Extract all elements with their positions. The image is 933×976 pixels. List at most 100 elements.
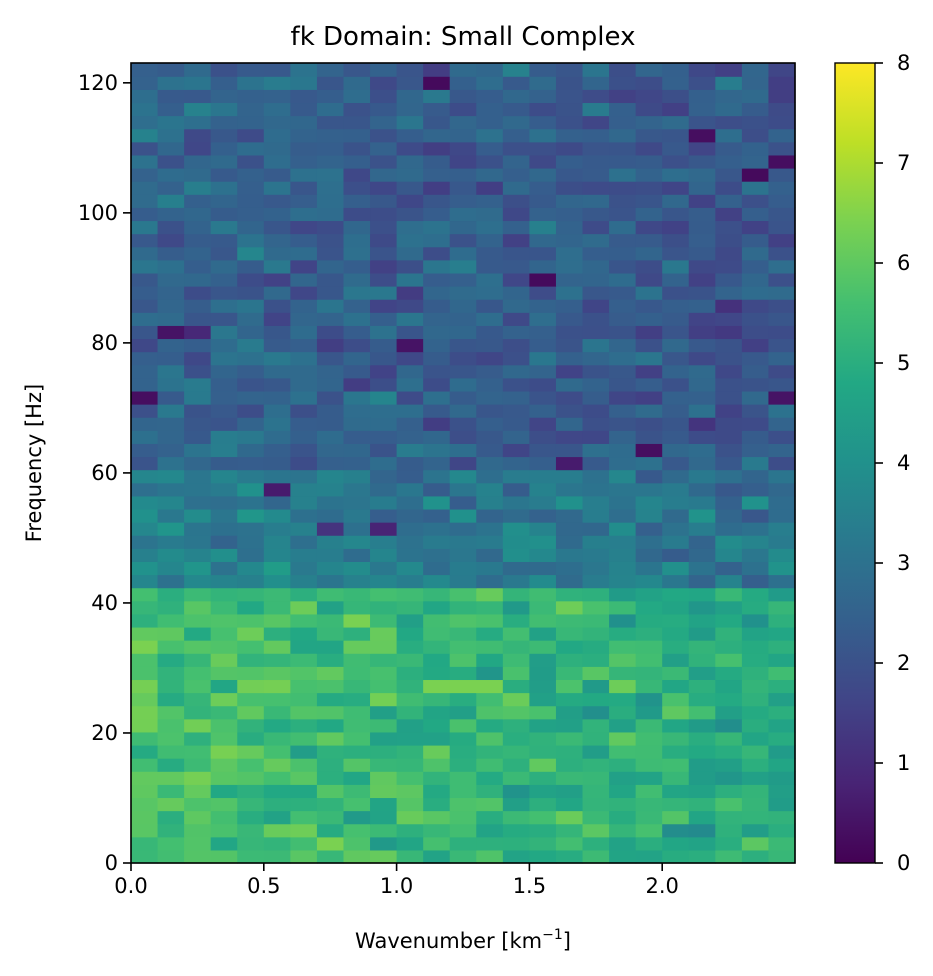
heatmap-cell (343, 613, 371, 628)
heatmap-cell (370, 154, 398, 169)
heatmap-cell (768, 443, 796, 458)
heatmap-cell (316, 849, 345, 864)
heatmap-cell (609, 731, 637, 746)
heatmap (131, 63, 796, 864)
heatmap-cell (423, 535, 451, 549)
heatmap-cell (582, 495, 610, 510)
heatmap-cell (263, 561, 291, 576)
heatmap-cell (184, 758, 212, 772)
heatmap-cell (316, 430, 345, 444)
heatmap-cell (609, 666, 637, 681)
heatmap-cell (662, 63, 690, 77)
heatmap-cell (370, 404, 398, 418)
heatmap-cell (131, 141, 159, 156)
heatmap-cell (131, 613, 159, 628)
heatmap-cell (290, 115, 318, 130)
heatmap-cell (423, 495, 451, 510)
heatmap-cell (316, 115, 345, 130)
heatmap-cell (529, 784, 557, 799)
heatmap-cell (343, 89, 371, 104)
heatmap-cell (316, 325, 345, 340)
heatmap-cell (662, 115, 690, 130)
heatmap-cell (290, 535, 318, 549)
heatmap-cell (555, 430, 584, 444)
heatmap-cell (688, 89, 716, 104)
heatmap-cell (396, 76, 424, 90)
heatmap-cell (741, 246, 770, 261)
heatmap-cell (370, 312, 398, 326)
heatmap-cell (449, 836, 477, 851)
heatmap-cell (131, 76, 159, 90)
heatmap-cell (290, 640, 318, 654)
heatmap-cell (609, 797, 637, 812)
heatmap-cell (529, 823, 557, 838)
heatmap-cell (635, 220, 663, 235)
heatmap-cell (263, 141, 291, 156)
heatmap-cell (609, 167, 637, 182)
heatmap-cell (290, 154, 318, 169)
heatmap-cell (184, 836, 212, 851)
heatmap-cell (131, 744, 159, 759)
heatmap-cell (662, 849, 690, 864)
heatmap-cell (237, 338, 265, 353)
heatmap-cell (502, 522, 530, 536)
heatmap-cell (370, 626, 398, 641)
heatmap-cell (635, 744, 663, 759)
heatmap-cell (662, 574, 690, 589)
heatmap-cell (263, 167, 291, 182)
heatmap-cell (396, 522, 424, 536)
heatmap-cell (263, 784, 291, 799)
heatmap-cell (237, 76, 265, 90)
heatmap-cell (635, 692, 663, 707)
heatmap-cell (423, 679, 451, 694)
heatmap-cell (423, 220, 451, 235)
heatmap-cell (343, 312, 371, 326)
heatmap-cell (555, 600, 584, 615)
heatmap-cell (529, 233, 557, 248)
heatmap-cell (237, 613, 265, 628)
heatmap-cell (184, 482, 212, 497)
heatmap-cell (290, 272, 318, 287)
heatmap-cell (290, 89, 318, 104)
heatmap-cell (662, 587, 690, 602)
x-tick-label: 2.0 (645, 874, 678, 898)
heatmap-cell (396, 744, 424, 759)
heatmap-cell (582, 259, 610, 274)
heatmap-cell (502, 76, 530, 90)
heatmap-cell (449, 63, 477, 77)
heatmap-cell (423, 338, 451, 353)
heatmap-cell (582, 522, 610, 536)
heatmap-cell (555, 417, 584, 431)
heatmap-cell (529, 194, 557, 208)
heatmap-cell (316, 167, 345, 182)
heatmap-cell (449, 181, 477, 195)
heatmap-cell (662, 299, 690, 313)
colorbar-tick-label: 0 (897, 851, 910, 875)
heatmap-cell (529, 522, 557, 536)
heatmap-cell (290, 338, 318, 353)
heatmap-cell (157, 377, 185, 392)
heatmap-cell (263, 63, 291, 77)
heatmap-cell (635, 377, 663, 392)
heatmap-cell (635, 167, 663, 182)
heatmap-cell (423, 286, 451, 300)
heatmap-cell (741, 758, 770, 772)
heatmap-cell (688, 823, 716, 838)
heatmap-cell (210, 76, 238, 90)
heatmap-cell (529, 351, 557, 366)
heatmap-cell (582, 220, 610, 235)
heatmap-cell (210, 417, 238, 431)
heatmap-cell (316, 89, 345, 104)
heatmap-cell (131, 181, 159, 195)
heatmap-cell (768, 377, 796, 392)
heatmap-cell (423, 63, 451, 77)
heatmap-cell (210, 141, 238, 156)
heatmap-cell (529, 456, 557, 471)
heatmap-cell (370, 102, 398, 117)
heatmap-cell (502, 626, 530, 641)
heatmap-cell (768, 587, 796, 602)
heatmap-cell (715, 482, 743, 497)
heatmap-cell (184, 338, 212, 353)
heatmap-cell (635, 561, 663, 576)
